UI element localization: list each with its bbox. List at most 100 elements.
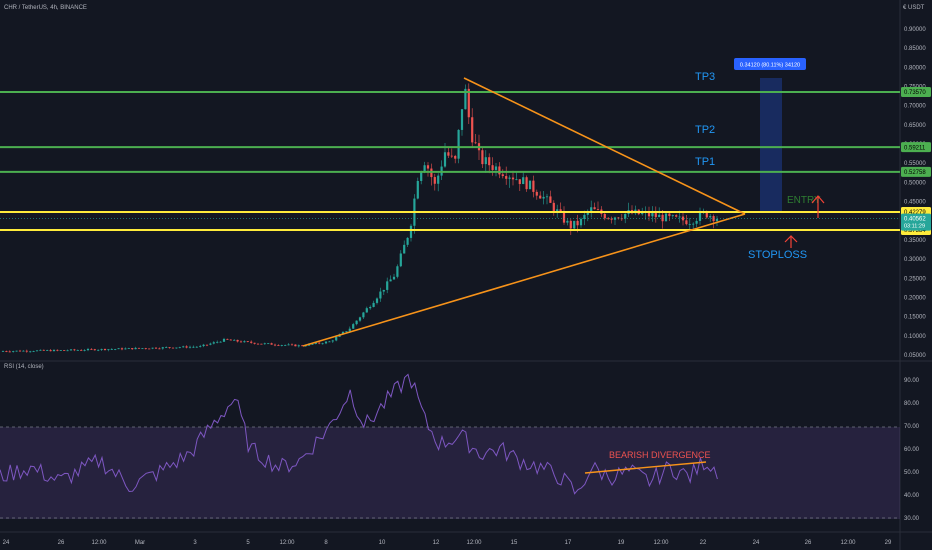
candle-body [42, 349, 45, 351]
candle-body [532, 180, 535, 192]
current-price-badge [901, 213, 931, 231]
candle-body [270, 343, 273, 345]
candle-body [290, 344, 294, 346]
candle-body [120, 348, 124, 350]
candle-body [25, 350, 28, 352]
candle-body [76, 350, 79, 351]
rsi-axis: 90.00 80.00 70.00 60.00 50.00 40.00 30.00 [904, 378, 920, 522]
entry-label: ENTRY [787, 195, 821, 206]
candle-body [284, 344, 287, 346]
price-tick-label: 0.20000 [904, 295, 926, 301]
candle-body [579, 218, 583, 226]
time-tick-label: 24 [3, 540, 10, 546]
candle-body [66, 350, 69, 352]
candle-body [161, 347, 164, 349]
tp1-label: TP1 [695, 156, 715, 168]
countdown-text: 03:11:29 [904, 224, 925, 230]
candle-body [328, 341, 331, 343]
ascending-trendline[interactable] [302, 213, 746, 347]
candle-body [450, 155, 453, 157]
candle-body [226, 338, 229, 340]
candle-body [246, 341, 249, 343]
candle-body [124, 348, 127, 350]
candle-body [331, 340, 334, 342]
candle-body [35, 350, 39, 352]
candle-body [209, 343, 212, 345]
price-tick-label: 0.30000 [904, 257, 926, 263]
symbol-title: CHR / TetherUS, 4h, BINANCE [4, 5, 87, 11]
candle-body [675, 215, 678, 217]
candle-body [195, 346, 198, 348]
tp2-label: TP2 [695, 124, 715, 136]
candle-body [243, 341, 246, 343]
candle-body [661, 214, 664, 222]
candle-body [549, 196, 552, 203]
candle-body [103, 348, 107, 351]
candle-body [280, 345, 283, 346]
candle-body [603, 213, 606, 219]
candle-body [273, 344, 277, 346]
price-tick-label: 0.50000 [904, 180, 926, 186]
candle-body [426, 165, 430, 169]
candle-body [56, 349, 59, 351]
time-tick-label: 26 [805, 540, 812, 546]
candle-body [596, 209, 600, 210]
candle-body [498, 166, 501, 175]
candle-body [671, 215, 674, 217]
position-box[interactable] [760, 78, 782, 211]
candle-body [80, 350, 83, 351]
candle-body [277, 345, 280, 346]
candle-body [709, 216, 712, 218]
candle-body [705, 211, 708, 218]
candle-body [90, 348, 93, 350]
candle-body [569, 220, 572, 229]
candle-body [416, 180, 419, 199]
candle-body [474, 142, 477, 144]
candle-body [97, 349, 100, 351]
current-price-text: 0.40562 [904, 217, 926, 223]
price-tick-label: 0.35000 [904, 238, 926, 244]
candle-body [651, 213, 654, 217]
candle-body [617, 217, 620, 219]
time-tick-label: 12:00 [466, 540, 482, 546]
candle-body [457, 129, 460, 159]
candle-body [253, 342, 256, 344]
candle-body [586, 211, 589, 215]
candle-body [345, 331, 348, 333]
candle-body [93, 349, 96, 351]
candle-body [590, 207, 593, 212]
candle-body [460, 109, 464, 130]
candle-body [5, 351, 8, 352]
price-tick-label: 0.10000 [904, 334, 926, 340]
candle-body [695, 220, 698, 224]
candle-body [134, 347, 137, 350]
candle-body [32, 351, 35, 353]
candle-body [382, 289, 385, 292]
candle-body [559, 209, 562, 212]
divergence-line[interactable] [584, 461, 707, 474]
candle-body [542, 196, 545, 199]
rsi-line [0, 373, 718, 495]
candle-body [267, 343, 270, 345]
candle-body [73, 349, 76, 351]
candle-body [144, 348, 147, 350]
divergence-label: BEARISH DIVERGENCE [609, 450, 711, 460]
candle-body [188, 346, 192, 348]
candle-body [202, 344, 205, 347]
candle-body [508, 177, 511, 179]
candle-body [171, 347, 175, 349]
candle-body [437, 175, 440, 184]
candle-body [399, 253, 402, 267]
time-tick-label: 10 [379, 540, 386, 546]
candle-body [420, 172, 423, 181]
candle-body [110, 349, 113, 350]
descending-trendline[interactable] [463, 77, 746, 215]
candle-body [518, 179, 521, 185]
time-tick-label: 12:00 [840, 540, 856, 546]
candle-body [715, 218, 719, 222]
candle-body [59, 350, 62, 351]
candle-body [573, 220, 576, 229]
candle-body [658, 214, 661, 218]
candle-body [433, 177, 436, 184]
